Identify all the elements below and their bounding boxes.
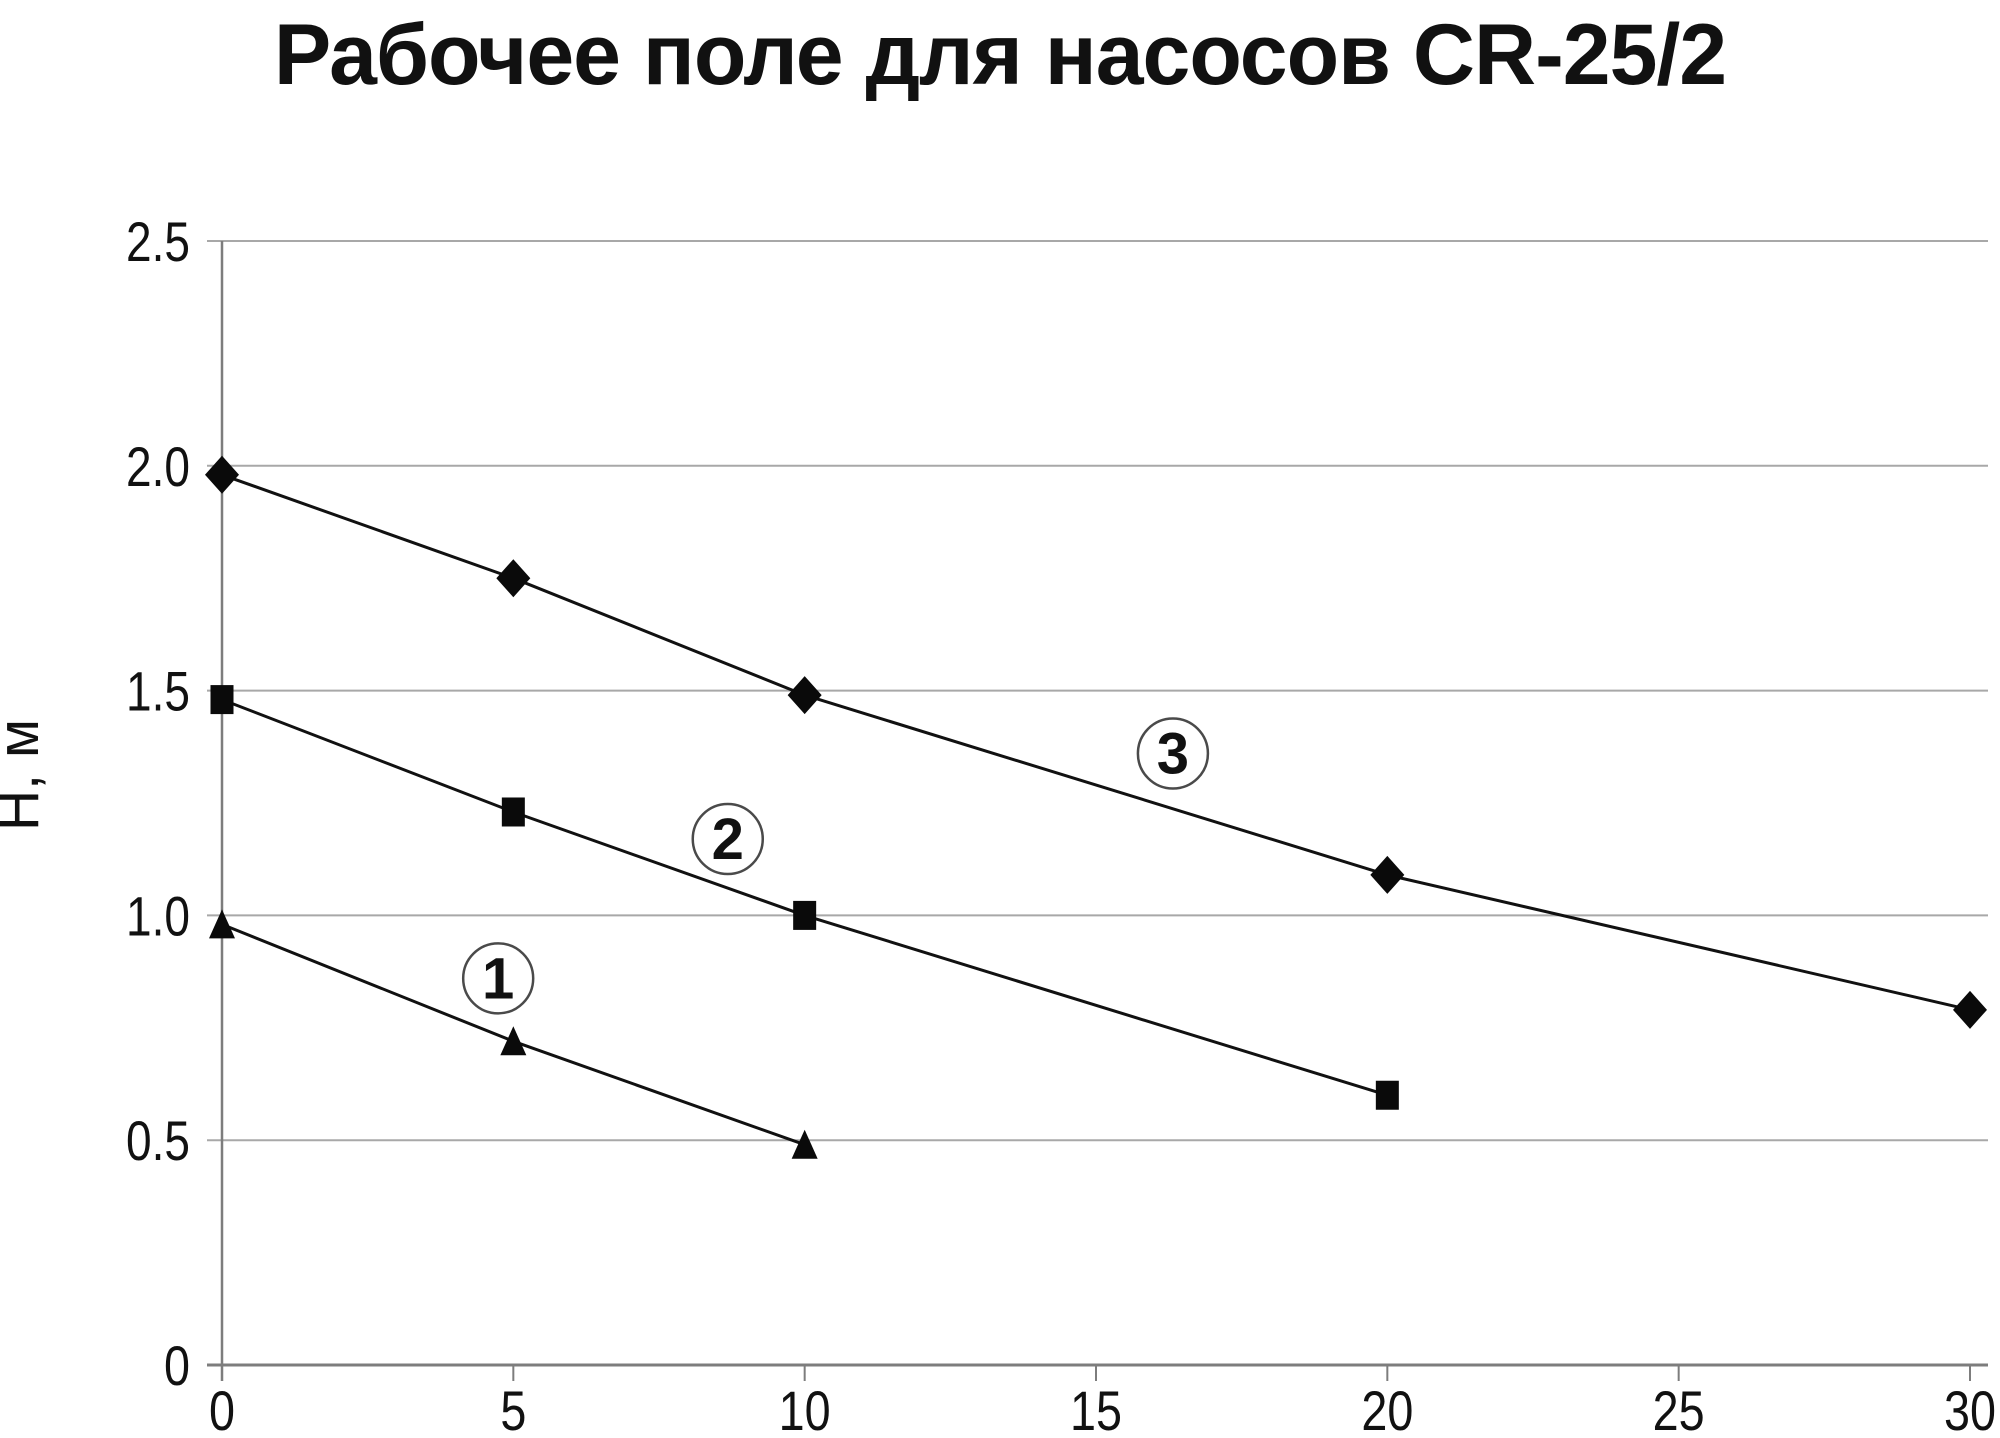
series-3-marker-diamond [496,559,531,598]
series-1-marker-triangle [209,909,235,939]
curve-label-circle-3 [1136,717,1210,790]
y-tick-label: 1.0 [126,884,190,947]
series-1-marker-triangle [500,1026,527,1056]
curve-label-circle-1 [461,942,535,1015]
series-3-marker-diamond [787,676,822,715]
y-tick-label: 0.5 [126,1109,190,1172]
series-1-marker-triangle [791,1129,818,1159]
curve-label-text-1: 1 [482,946,514,1011]
y-tick-label: 2.5 [126,210,190,273]
series-2-line [221,698,1388,1097]
y-tick-label: 0 [164,1334,190,1397]
series-2-marker-square [210,685,234,715]
y-tick-label: 2.0 [126,435,190,498]
x-tick-label: 25 [1653,1379,1705,1438]
y-tick-label: 1.5 [126,660,190,723]
x-tick-label: 5 [500,1379,526,1438]
series-3-marker-diamond [1953,990,1987,1029]
series-3-marker-diamond [1370,855,1405,894]
x-tick-label: 10 [779,1379,831,1438]
x-tick-label: 20 [1361,1379,1413,1438]
series-3-marker-diamond [205,455,239,494]
series-2-marker-square [501,797,525,827]
y-axis-title: Н, м [0,719,51,831]
curve-label-text-2: 2 [712,807,744,872]
series-3-line [221,473,1971,1012]
curve-label-circle-2 [691,802,765,876]
x-tick-label: 0 [209,1379,235,1438]
series-2-marker-square [1375,1080,1399,1110]
chart-title: Рабочее поле для насосов CR-25/2 [273,7,1727,103]
series-2-marker-square [793,900,817,930]
curve-label-text-3: 3 [1157,722,1189,787]
x-tick-label: 30 [1944,1379,1996,1438]
x-tick-label: 15 [1070,1379,1122,1438]
